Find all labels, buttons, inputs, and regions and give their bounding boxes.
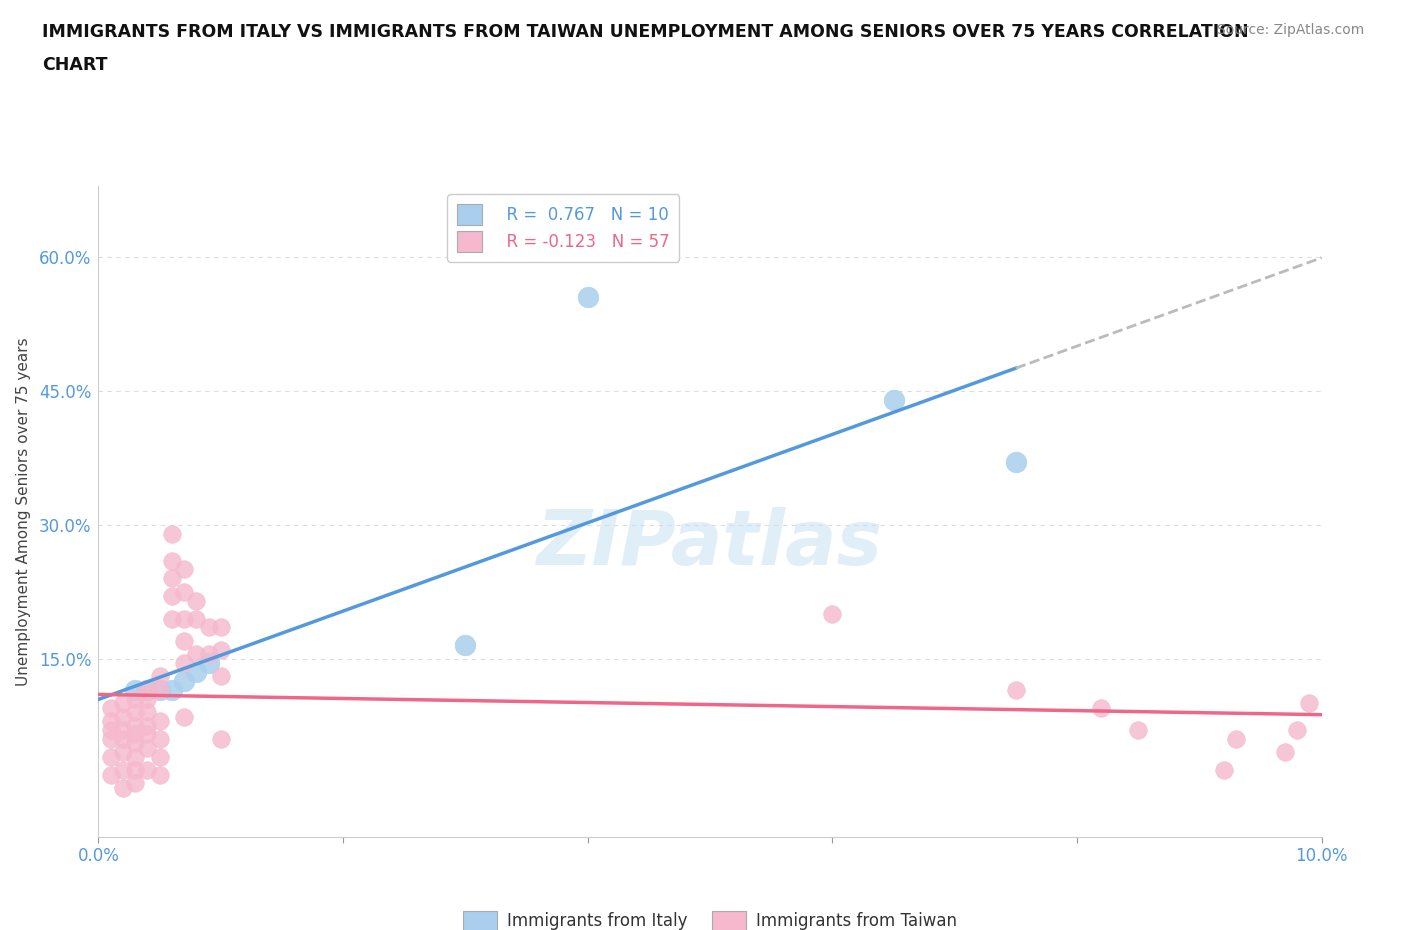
Point — [136, 691, 159, 706]
Point — [883, 392, 905, 407]
Point — [124, 718, 146, 733]
Point — [160, 683, 183, 698]
Point — [136, 763, 159, 777]
Point — [124, 683, 146, 698]
Point — [124, 750, 146, 764]
Point — [1004, 455, 1026, 470]
Point — [173, 584, 195, 599]
Point — [160, 571, 183, 586]
Point — [136, 683, 159, 698]
Text: IMMIGRANTS FROM ITALY VS IMMIGRANTS FROM TAIWAN UNEMPLOYMENT AMONG SENIORS OVER : IMMIGRANTS FROM ITALY VS IMMIGRANTS FROM… — [42, 23, 1249, 41]
Point — [173, 611, 195, 626]
Point — [100, 767, 122, 782]
Point — [1090, 700, 1112, 715]
Point — [186, 593, 208, 608]
Point — [111, 710, 134, 724]
Point — [197, 620, 219, 635]
Point — [100, 713, 122, 728]
Point — [100, 723, 122, 737]
Point — [209, 669, 232, 684]
Point — [209, 620, 232, 635]
Point — [197, 646, 219, 661]
Point — [197, 656, 219, 671]
Point — [821, 606, 844, 621]
Point — [100, 700, 122, 715]
Point — [173, 710, 195, 724]
Point — [1298, 696, 1320, 711]
Point — [100, 750, 122, 764]
Point — [136, 727, 159, 742]
Point — [209, 732, 232, 747]
Point — [1274, 745, 1296, 760]
Point — [124, 727, 146, 742]
Text: CHART: CHART — [42, 56, 108, 73]
Point — [149, 750, 172, 764]
Point — [186, 665, 208, 680]
Point — [173, 633, 195, 648]
Point — [160, 611, 183, 626]
Point — [136, 705, 159, 720]
Point — [454, 638, 477, 653]
Point — [100, 732, 122, 747]
Point — [173, 562, 195, 577]
Point — [1225, 732, 1247, 747]
Point — [111, 732, 134, 747]
Point — [160, 526, 183, 541]
Point — [149, 732, 172, 747]
Point — [1286, 723, 1309, 737]
Point — [149, 683, 172, 698]
Point — [111, 723, 134, 737]
Point — [111, 780, 134, 795]
Point — [160, 553, 183, 568]
Text: ZIPatlas: ZIPatlas — [537, 507, 883, 581]
Point — [124, 691, 146, 706]
Point — [186, 646, 208, 661]
Point — [160, 589, 183, 604]
Point — [124, 705, 146, 720]
Point — [124, 763, 146, 777]
Point — [111, 763, 134, 777]
Point — [136, 683, 159, 698]
Point — [149, 713, 172, 728]
Point — [111, 696, 134, 711]
Point — [186, 611, 208, 626]
Text: Source: ZipAtlas.com: Source: ZipAtlas.com — [1216, 23, 1364, 37]
Point — [124, 736, 146, 751]
Point — [576, 290, 599, 305]
Point — [149, 669, 172, 684]
Point — [136, 718, 159, 733]
Point — [111, 745, 134, 760]
Point — [173, 656, 195, 671]
Point — [1128, 723, 1150, 737]
Point — [136, 740, 159, 755]
Point — [124, 776, 146, 790]
Point — [1004, 683, 1026, 698]
Point — [209, 643, 232, 658]
Point — [149, 683, 172, 698]
Point — [173, 673, 195, 688]
Y-axis label: Unemployment Among Seniors over 75 years: Unemployment Among Seniors over 75 years — [15, 338, 31, 685]
Point — [149, 767, 172, 782]
Legend: Immigrants from Italy, Immigrants from Taiwan: Immigrants from Italy, Immigrants from T… — [457, 904, 963, 930]
Point — [1212, 763, 1234, 777]
